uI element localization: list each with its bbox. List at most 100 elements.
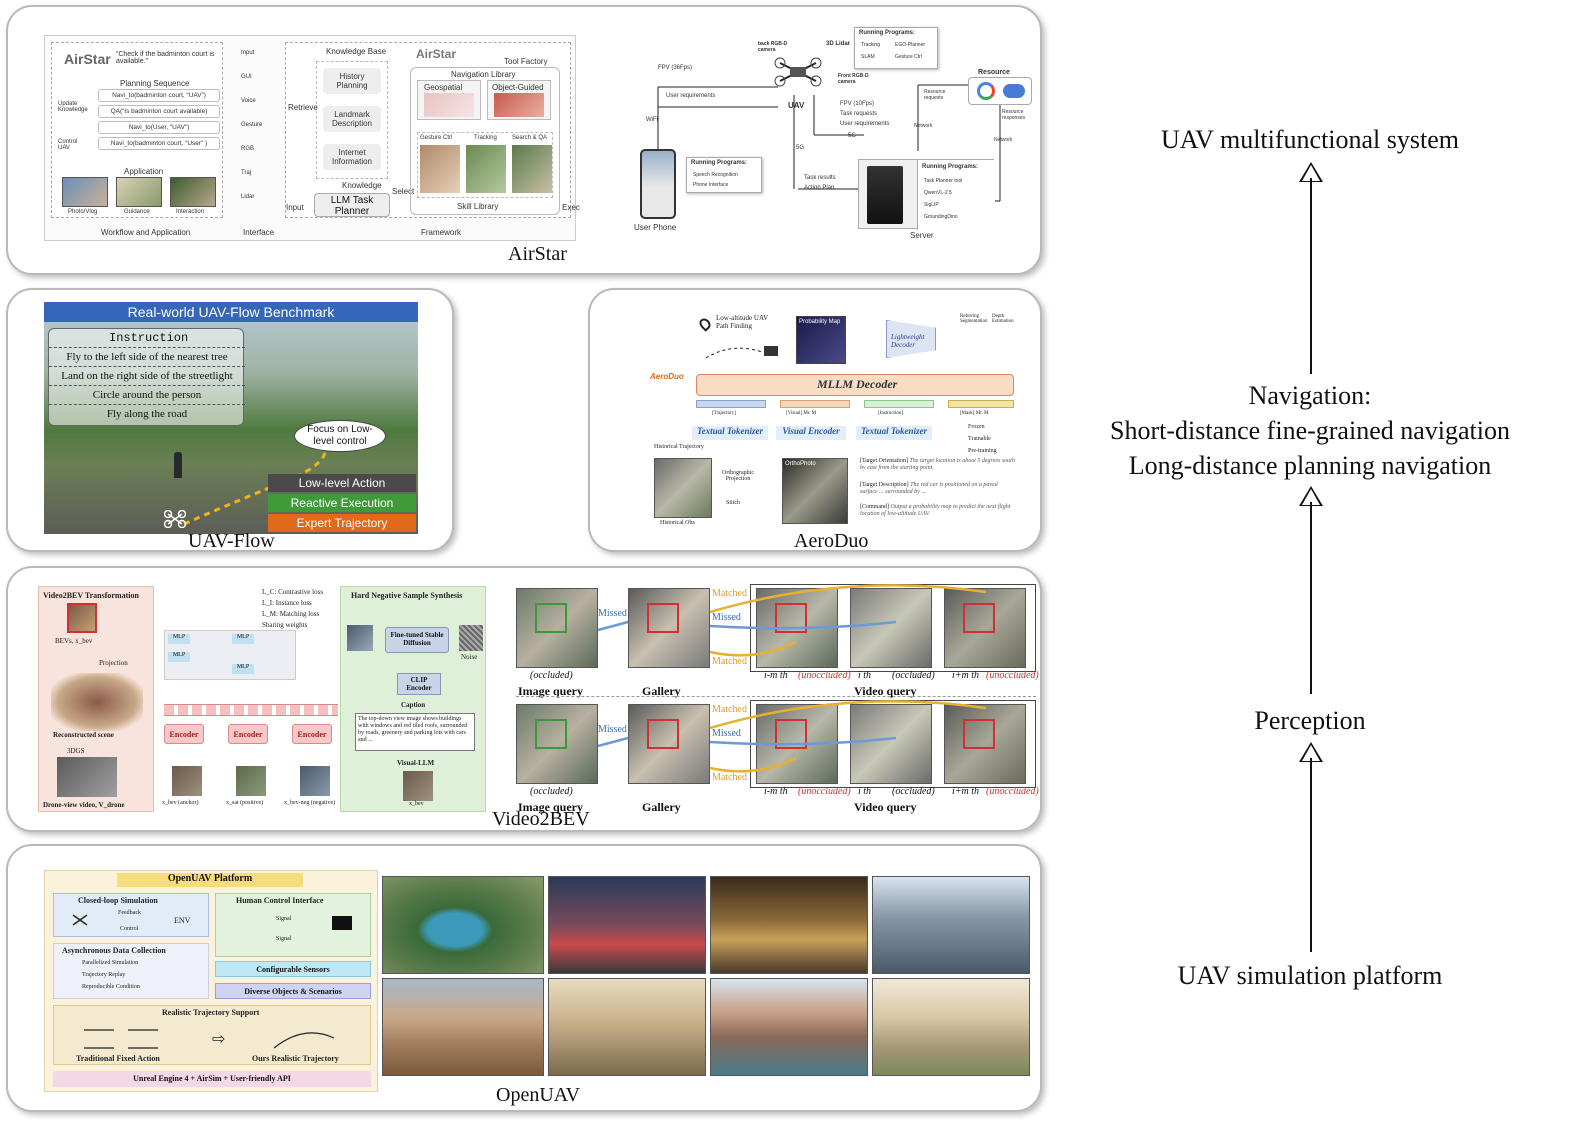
signal-1: Signal — [276, 916, 292, 922]
drone-illustration — [774, 57, 822, 87]
uavflow-figure: Real-world UAV-Flow Benchmark Instructio… — [44, 302, 418, 534]
monitor-icon — [332, 916, 352, 930]
historical-trajectory-label: Historical Trajectory — [654, 444, 704, 450]
front-cam-label: Front RGB-D camera — [838, 73, 869, 85]
drone-icon — [163, 509, 187, 529]
image-query-image — [516, 588, 598, 668]
interface-item: Voice — [241, 98, 256, 104]
loss-0: L_C: Contrastive loss — [262, 588, 324, 596]
planning-title: Planning Sequence — [120, 79, 190, 88]
skill-item-2: Search & QA — [512, 135, 548, 141]
closed-loop-title: Closed-loop Simulation — [78, 896, 158, 905]
sample-label-1: x_bev (anchor) — [162, 800, 199, 806]
frame-index-label: i+m th — [952, 670, 980, 681]
ortho-projection-label: Orthographic Projection — [722, 470, 754, 482]
realistic-title: Realistic Trajectory Support — [162, 1008, 260, 1017]
ortho-title: OrthoPhoto — [785, 461, 816, 467]
uavflow-panel: Real-world UAV-Flow Benchmark Instructio… — [6, 288, 454, 552]
occluded-label: (occluded) — [530, 670, 573, 681]
platform-title: OpenUAV Platform — [117, 873, 303, 887]
closed-loop-box: Closed-loop Simulation Feedback Control … — [53, 893, 209, 937]
env-label: ENV — [174, 916, 191, 925]
arrow-shaft — [1310, 502, 1312, 694]
async-item-1: Trajectory Replay — [82, 972, 126, 978]
textual-tokenizer-1: Textual Tokenizer — [692, 426, 768, 440]
token-row — [696, 400, 1014, 410]
trad-label: Traditional Fixed Action — [76, 1054, 160, 1063]
mlp-box-2: MLP — [232, 634, 254, 644]
token-label-2: [Instruction] — [878, 411, 903, 416]
5g-label-2: 5G — [796, 145, 805, 151]
running1-item-0: Tracking — [861, 42, 880, 48]
scene-image-8 — [872, 978, 1030, 1076]
lightweight-decoder: Lightweight Decoder — [886, 320, 936, 358]
prob-map-label: Probability Map — [799, 319, 841, 325]
scene-image-4 — [872, 876, 1030, 974]
missed-label: Missed — [712, 612, 741, 623]
loss-legend: L_C: Contrastive loss L_I: Instance loss… — [262, 588, 338, 636]
tag-chip: Reactive Execution — [268, 494, 416, 512]
tool-library: Navigation Library Geospatial Object-Gui… — [410, 67, 560, 215]
sample-image-1 — [172, 766, 202, 796]
image-query-label: Image query — [518, 684, 583, 698]
airstar-framework-figure: AirStar “Check if the badminton court is… — [44, 35, 580, 241]
reconstructed-scene-image — [51, 673, 143, 731]
sample-image-2 — [236, 766, 266, 796]
matched-label: Matched — [712, 588, 747, 599]
server-illustration: Running Programs: Task Planner tool Qwen… — [858, 159, 995, 230]
gallery-label: Gallery — [642, 800, 681, 814]
frame-state-label: (unoccluded) — [798, 670, 851, 681]
feature-row — [164, 704, 338, 716]
loss-3: Sharing weights — [262, 621, 308, 629]
instruction-item: Fly along the road — [49, 404, 245, 422]
interface-item: Gesture — [241, 122, 263, 128]
drone-video-image — [57, 757, 117, 797]
command-text: Output a probability map to predict the … — [860, 504, 1011, 517]
encoder-3: Encoder — [292, 724, 332, 744]
sample-label-2: x_sat (positive) — [226, 800, 264, 806]
running3-item-3: GroundingDino — [924, 214, 958, 220]
encoder-1: Encoder — [164, 724, 204, 744]
airstar-logo: AirStar — [64, 51, 111, 67]
target-description-text: The red car is positioned on a paved sur… — [860, 482, 998, 495]
navigation-label-1: Navigation: — [1248, 381, 1372, 410]
lidar-label: 3D Lidar — [826, 41, 851, 47]
update-knowledge-label: Update Knowledge — [58, 101, 88, 113]
scene-image-2 — [548, 876, 706, 974]
google-icon — [977, 82, 995, 100]
uavflow-banner: Real-world UAV-Flow Benchmark — [44, 302, 418, 322]
openuav-caption: OpenUAV — [496, 1084, 581, 1106]
running3-title: Running Programs: — [922, 164, 979, 170]
missed-label: Missed — [712, 728, 741, 739]
caption-text: The top-down view image shows buildings … — [355, 713, 475, 751]
interface-column: Input GUI Voice Gesture RGB Traj Lidar — [235, 42, 275, 218]
mllm-label: MLLM Decoder — [817, 377, 898, 391]
running3-box: Running Programs: Task Planner tool Qwen… — [917, 160, 995, 230]
uav-path-icon — [705, 346, 778, 359]
server-label: Server — [910, 231, 934, 240]
hard-negative-box: Hard Negative Sample Synthesis Fine-tune… — [340, 586, 486, 812]
action-plan-label: Action Plan — [804, 185, 835, 191]
running1-title: Running Programs: — [859, 30, 916, 36]
frame-index-label: i-m th — [764, 670, 788, 681]
match-arrows — [597, 584, 987, 657]
interface-item: Input — [241, 50, 255, 56]
xbev-label: x_bev — [409, 801, 424, 807]
caption-title: Caption — [401, 701, 426, 709]
tool-factory-label: Tool Factory — [504, 57, 548, 66]
back-cam-label: back RGB-D camera — [758, 41, 788, 53]
instruction-box: Instruction Fly to the left side of the … — [48, 328, 245, 426]
token-label-3: [Mask] Mr. M — [960, 411, 989, 416]
level-top-label: UAV multifunctional system — [1160, 125, 1460, 154]
aeroduo-panel: Low-altitude UAV Path Finding Probabilit… — [588, 288, 1042, 552]
running2-box: Running Programs: Speech Recognition Pho… — [686, 157, 762, 193]
footer-framework: Framework — [421, 228, 462, 237]
frame-state-label: (occluded) — [892, 670, 935, 681]
drone-video-label: Drone-view video, V_drone — [43, 801, 125, 809]
app-images: Photo/Vlog Guidance Interaction — [62, 177, 216, 217]
video-frame — [944, 588, 1026, 668]
bev-label: BEVs, x_bev — [55, 637, 93, 645]
wifi-label: WiFi — [646, 117, 658, 123]
aeroduo-caption: AeroDuo — [794, 530, 869, 552]
arrow-up-icon — [1299, 742, 1323, 762]
